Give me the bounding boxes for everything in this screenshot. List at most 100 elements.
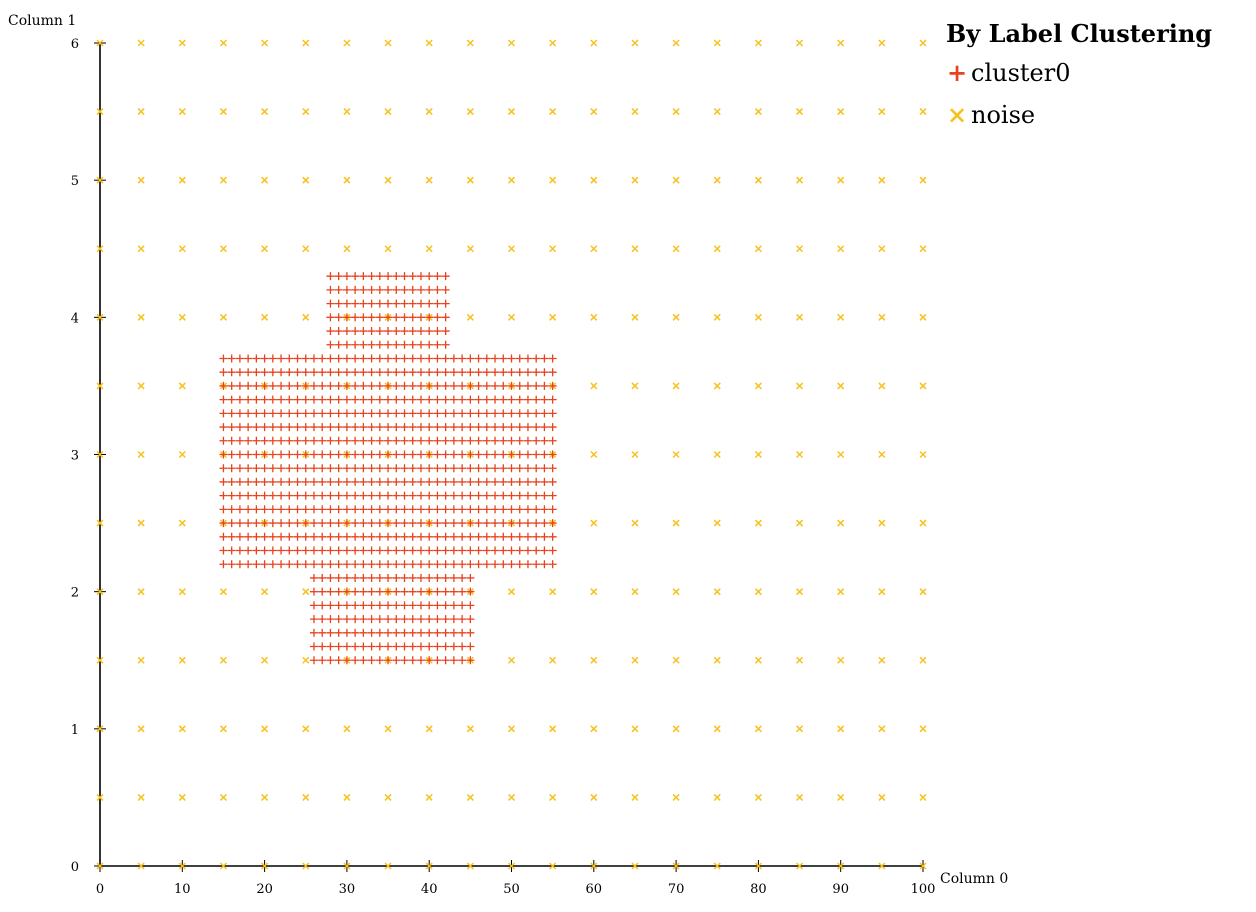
cluster0-point bbox=[277, 354, 286, 363]
noise-point bbox=[343, 793, 351, 801]
cluster0-point bbox=[515, 450, 524, 459]
cluster0-point bbox=[351, 409, 360, 418]
noise-point bbox=[507, 39, 516, 47]
cluster0-point bbox=[449, 532, 458, 541]
cluster0-point bbox=[359, 560, 368, 569]
cluster0-point bbox=[425, 395, 434, 404]
cluster0-point bbox=[425, 615, 434, 624]
y-axis-title: Column 1 bbox=[8, 13, 76, 29]
cluster0-point bbox=[540, 436, 549, 445]
noise-point bbox=[631, 588, 639, 596]
cluster0-point bbox=[285, 560, 294, 569]
cluster0-point bbox=[375, 436, 384, 445]
noise-point bbox=[96, 245, 104, 253]
cluster0-point bbox=[235, 436, 244, 445]
cluster0-point bbox=[334, 409, 343, 418]
cluster0-point bbox=[219, 354, 228, 363]
cluster0-point bbox=[260, 546, 269, 555]
noise-point bbox=[919, 725, 927, 733]
cluster0-point bbox=[334, 464, 343, 473]
cluster0-point bbox=[351, 381, 360, 390]
noise-point bbox=[837, 793, 845, 801]
cluster0-point bbox=[334, 532, 343, 541]
cluster0-point bbox=[458, 368, 467, 377]
cluster0-point bbox=[285, 450, 294, 459]
cluster0-point bbox=[244, 409, 253, 418]
cluster0-point bbox=[367, 546, 376, 555]
cluster0-point bbox=[227, 368, 236, 377]
cluster0-point bbox=[441, 368, 450, 377]
noise-point bbox=[672, 108, 680, 116]
cluster0-point bbox=[326, 615, 335, 624]
noise-point bbox=[96, 519, 104, 527]
cluster0-point bbox=[351, 354, 360, 363]
cluster0-point bbox=[458, 573, 467, 582]
cluster0-point bbox=[342, 505, 351, 514]
cluster0-point bbox=[359, 368, 368, 377]
cluster0-point bbox=[252, 546, 261, 555]
cluster0-point bbox=[309, 656, 318, 665]
cluster0-point bbox=[400, 656, 409, 665]
cluster0-point bbox=[342, 464, 351, 473]
y-tick-label: 1 bbox=[71, 723, 79, 738]
x-tick-label: 10 bbox=[174, 882, 191, 897]
cluster0-point bbox=[309, 436, 318, 445]
noise-point bbox=[713, 245, 721, 253]
cluster0-point bbox=[515, 546, 524, 555]
noise-point bbox=[631, 108, 639, 116]
cluster0-point bbox=[532, 423, 541, 432]
noise-point bbox=[919, 519, 927, 527]
noise-point bbox=[219, 862, 227, 870]
cluster0-point bbox=[392, 573, 401, 582]
noise-point bbox=[137, 793, 145, 801]
cluster0-point bbox=[293, 546, 302, 555]
legend-title: By Label Clustering bbox=[946, 19, 1213, 48]
cluster0-point bbox=[392, 505, 401, 514]
cluster0-point bbox=[392, 560, 401, 569]
cluster0-point bbox=[334, 546, 343, 555]
cluster0-point bbox=[342, 560, 351, 569]
noise-point bbox=[878, 725, 886, 733]
cluster0-point bbox=[441, 642, 450, 651]
cluster0-point bbox=[367, 587, 376, 596]
x-tick-label: 0 bbox=[96, 882, 104, 897]
cluster0-point bbox=[449, 450, 458, 459]
cluster0-point bbox=[351, 560, 360, 569]
cluster0-point bbox=[458, 450, 467, 459]
noise-point bbox=[96, 108, 104, 116]
noise-point bbox=[343, 725, 351, 733]
noise-point bbox=[261, 313, 269, 321]
cluster0-point bbox=[260, 423, 269, 432]
x-marker-icon: × bbox=[946, 100, 968, 129]
noise-point bbox=[878, 313, 886, 321]
cluster0-point bbox=[433, 450, 442, 459]
noise-point bbox=[796, 450, 804, 459]
cluster0-point bbox=[309, 354, 318, 363]
cluster0-point bbox=[309, 628, 318, 637]
noise-point bbox=[713, 862, 721, 870]
noise-point bbox=[837, 450, 845, 459]
noise-point bbox=[878, 108, 886, 116]
cluster0-point bbox=[277, 368, 286, 377]
cluster0-point bbox=[408, 464, 417, 473]
cluster0-point bbox=[293, 560, 302, 569]
cluster0-point bbox=[408, 546, 417, 555]
cluster0-point bbox=[351, 532, 360, 541]
cluster0-point bbox=[532, 464, 541, 473]
cluster0-point bbox=[474, 436, 483, 445]
noise-point bbox=[631, 313, 639, 321]
cluster0-point bbox=[474, 505, 483, 514]
noise-point bbox=[302, 176, 310, 184]
noise-point bbox=[302, 862, 310, 870]
cluster0-point bbox=[268, 505, 277, 514]
cluster0-point bbox=[425, 532, 434, 541]
noise-point bbox=[590, 39, 598, 47]
cluster0-point bbox=[441, 299, 450, 308]
cluster0-point bbox=[285, 519, 294, 528]
cluster0-point bbox=[301, 423, 310, 432]
cluster0-point bbox=[334, 285, 343, 294]
cluster0-point bbox=[375, 354, 384, 363]
cluster0-point bbox=[309, 381, 318, 390]
cluster0-point bbox=[425, 505, 434, 514]
cluster0-point bbox=[309, 368, 318, 377]
